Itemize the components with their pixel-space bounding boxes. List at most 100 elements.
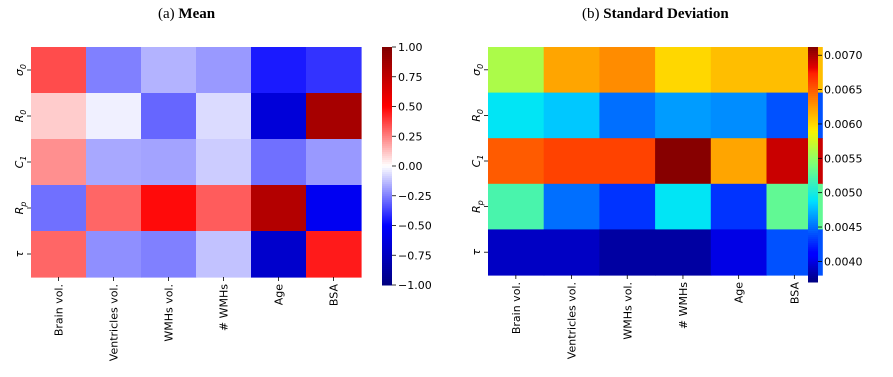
colorbar-segment — [382, 166, 392, 169]
colorbar-segment — [382, 108, 392, 111]
colorbar-tick-label: 0.0055 — [824, 152, 863, 165]
colorbar-tick-label: 0.0050 — [824, 187, 863, 200]
colorbar-segment — [808, 266, 818, 269]
colorbar-segment — [808, 105, 818, 109]
y-tick-label-subscript: p — [19, 202, 28, 208]
heatmap-cell — [306, 231, 362, 278]
colorbar-segment — [808, 166, 818, 169]
colorbar-segment — [808, 280, 818, 283]
y-tick-label-subscript: 1 — [476, 155, 485, 160]
heatmap-cell — [710, 183, 768, 230]
colorbar-segment — [382, 160, 392, 163]
colorbar-segment — [808, 121, 818, 124]
colorbar-segment — [808, 66, 818, 70]
colorbar-tick-label: 0.75 — [398, 71, 423, 84]
colorbar-segment — [382, 227, 392, 230]
heatmap-cell — [710, 229, 768, 276]
colorbar-segment — [808, 50, 818, 54]
colorbar-segment — [382, 102, 392, 106]
colorbar-segment — [808, 90, 818, 93]
colorbar-segment — [808, 92, 818, 95]
colorbar-segment — [382, 167, 392, 171]
colorbar-segment — [382, 195, 392, 199]
colorbar-tick-label: −1.00 — [398, 279, 432, 292]
colorbar-segment — [382, 279, 392, 282]
caption-std: (b) Standard Deviation — [582, 6, 729, 23]
colorbar-segment — [808, 184, 818, 187]
colorbar-segment — [382, 144, 392, 147]
heatmap-cell — [251, 185, 307, 232]
colorbar-segment — [382, 68, 392, 72]
colorbar-segment — [382, 62, 392, 66]
colorbar-segment — [808, 250, 818, 254]
colorbar-segment — [382, 191, 392, 195]
x-tick-label: # WMHs — [218, 284, 231, 331]
heatmap-cell — [86, 231, 142, 278]
colorbar-segment — [382, 269, 392, 272]
colorbar-segment — [382, 98, 392, 102]
colorbar-segment — [382, 54, 392, 58]
heatmap-cell — [543, 183, 600, 230]
colorbar-segment — [382, 130, 392, 133]
x-tick-label: Age — [273, 284, 286, 306]
colorbar-segment — [382, 78, 392, 82]
heatmap-cell — [306, 139, 362, 186]
colorbar-segment — [382, 90, 392, 94]
x-tick-label: WMHs vol. — [163, 284, 176, 342]
y-tick-label-subscript: 0 — [476, 64, 485, 69]
colorbar-segment — [382, 66, 392, 70]
x-tick-label: Ventricles vol. — [108, 284, 121, 361]
colorbar-segment — [382, 84, 392, 88]
colorbar-segment — [808, 244, 818, 248]
colorbar-segment — [382, 283, 392, 286]
colorbar-segment — [808, 186, 818, 189]
colorbar-segment — [382, 221, 392, 225]
y-tick-label-base: C — [13, 160, 26, 168]
colorbar-segment — [382, 72, 392, 76]
colorbar-segment — [808, 135, 818, 138]
heatmap-cell — [599, 138, 656, 185]
colorbar-tick-label: 0.00 — [398, 160, 423, 173]
heatmap-cell — [655, 138, 712, 185]
colorbar-segment — [808, 129, 818, 132]
y-tick-label-base: C — [470, 159, 483, 167]
colorbar-segment — [382, 193, 392, 197]
colorbar-segment — [808, 70, 818, 73]
heatmap-cell — [488, 229, 545, 276]
colorbar-segment — [382, 275, 392, 278]
x-tick-label: BSA — [788, 282, 801, 305]
colorbar-segment — [382, 253, 392, 256]
colorbar-segment — [382, 114, 392, 117]
heatmap-cell — [196, 185, 252, 232]
heatmap-cell — [86, 93, 142, 140]
colorbar-segment — [382, 197, 392, 201]
heatmap-cell — [86, 185, 142, 232]
colorbar-segment — [808, 131, 818, 134]
heatmap-cell — [31, 47, 87, 94]
colorbar-segment — [808, 119, 818, 122]
colorbar-segment — [808, 58, 818, 62]
colorbar-segment — [808, 238, 818, 242]
colorbar-segment — [382, 231, 392, 234]
colorbar-segment — [808, 82, 818, 85]
colorbar-segment — [382, 158, 392, 161]
colorbar-segment — [808, 201, 818, 205]
heatmap-cell — [543, 138, 600, 185]
heatmap-cell — [251, 139, 307, 186]
colorbar-tick-label: 0.0070 — [824, 49, 863, 62]
colorbar-segment — [382, 94, 392, 98]
colorbar-segment — [808, 78, 818, 81]
colorbar-segment — [382, 88, 392, 92]
caption-std-title: Standard Deviation — [603, 6, 729, 22]
heatmap-cell — [251, 47, 307, 94]
colorbar-segment — [382, 146, 392, 149]
colorbar-segment — [808, 213, 818, 216]
colorbar-segment — [808, 52, 818, 56]
colorbar-segment — [382, 142, 392, 145]
heatmap-cell — [196, 231, 252, 278]
colorbar-segment — [808, 240, 818, 244]
heatmap-cell — [86, 139, 142, 186]
y-tick-label: σ0 — [470, 64, 485, 76]
colorbar-segment — [382, 207, 392, 211]
